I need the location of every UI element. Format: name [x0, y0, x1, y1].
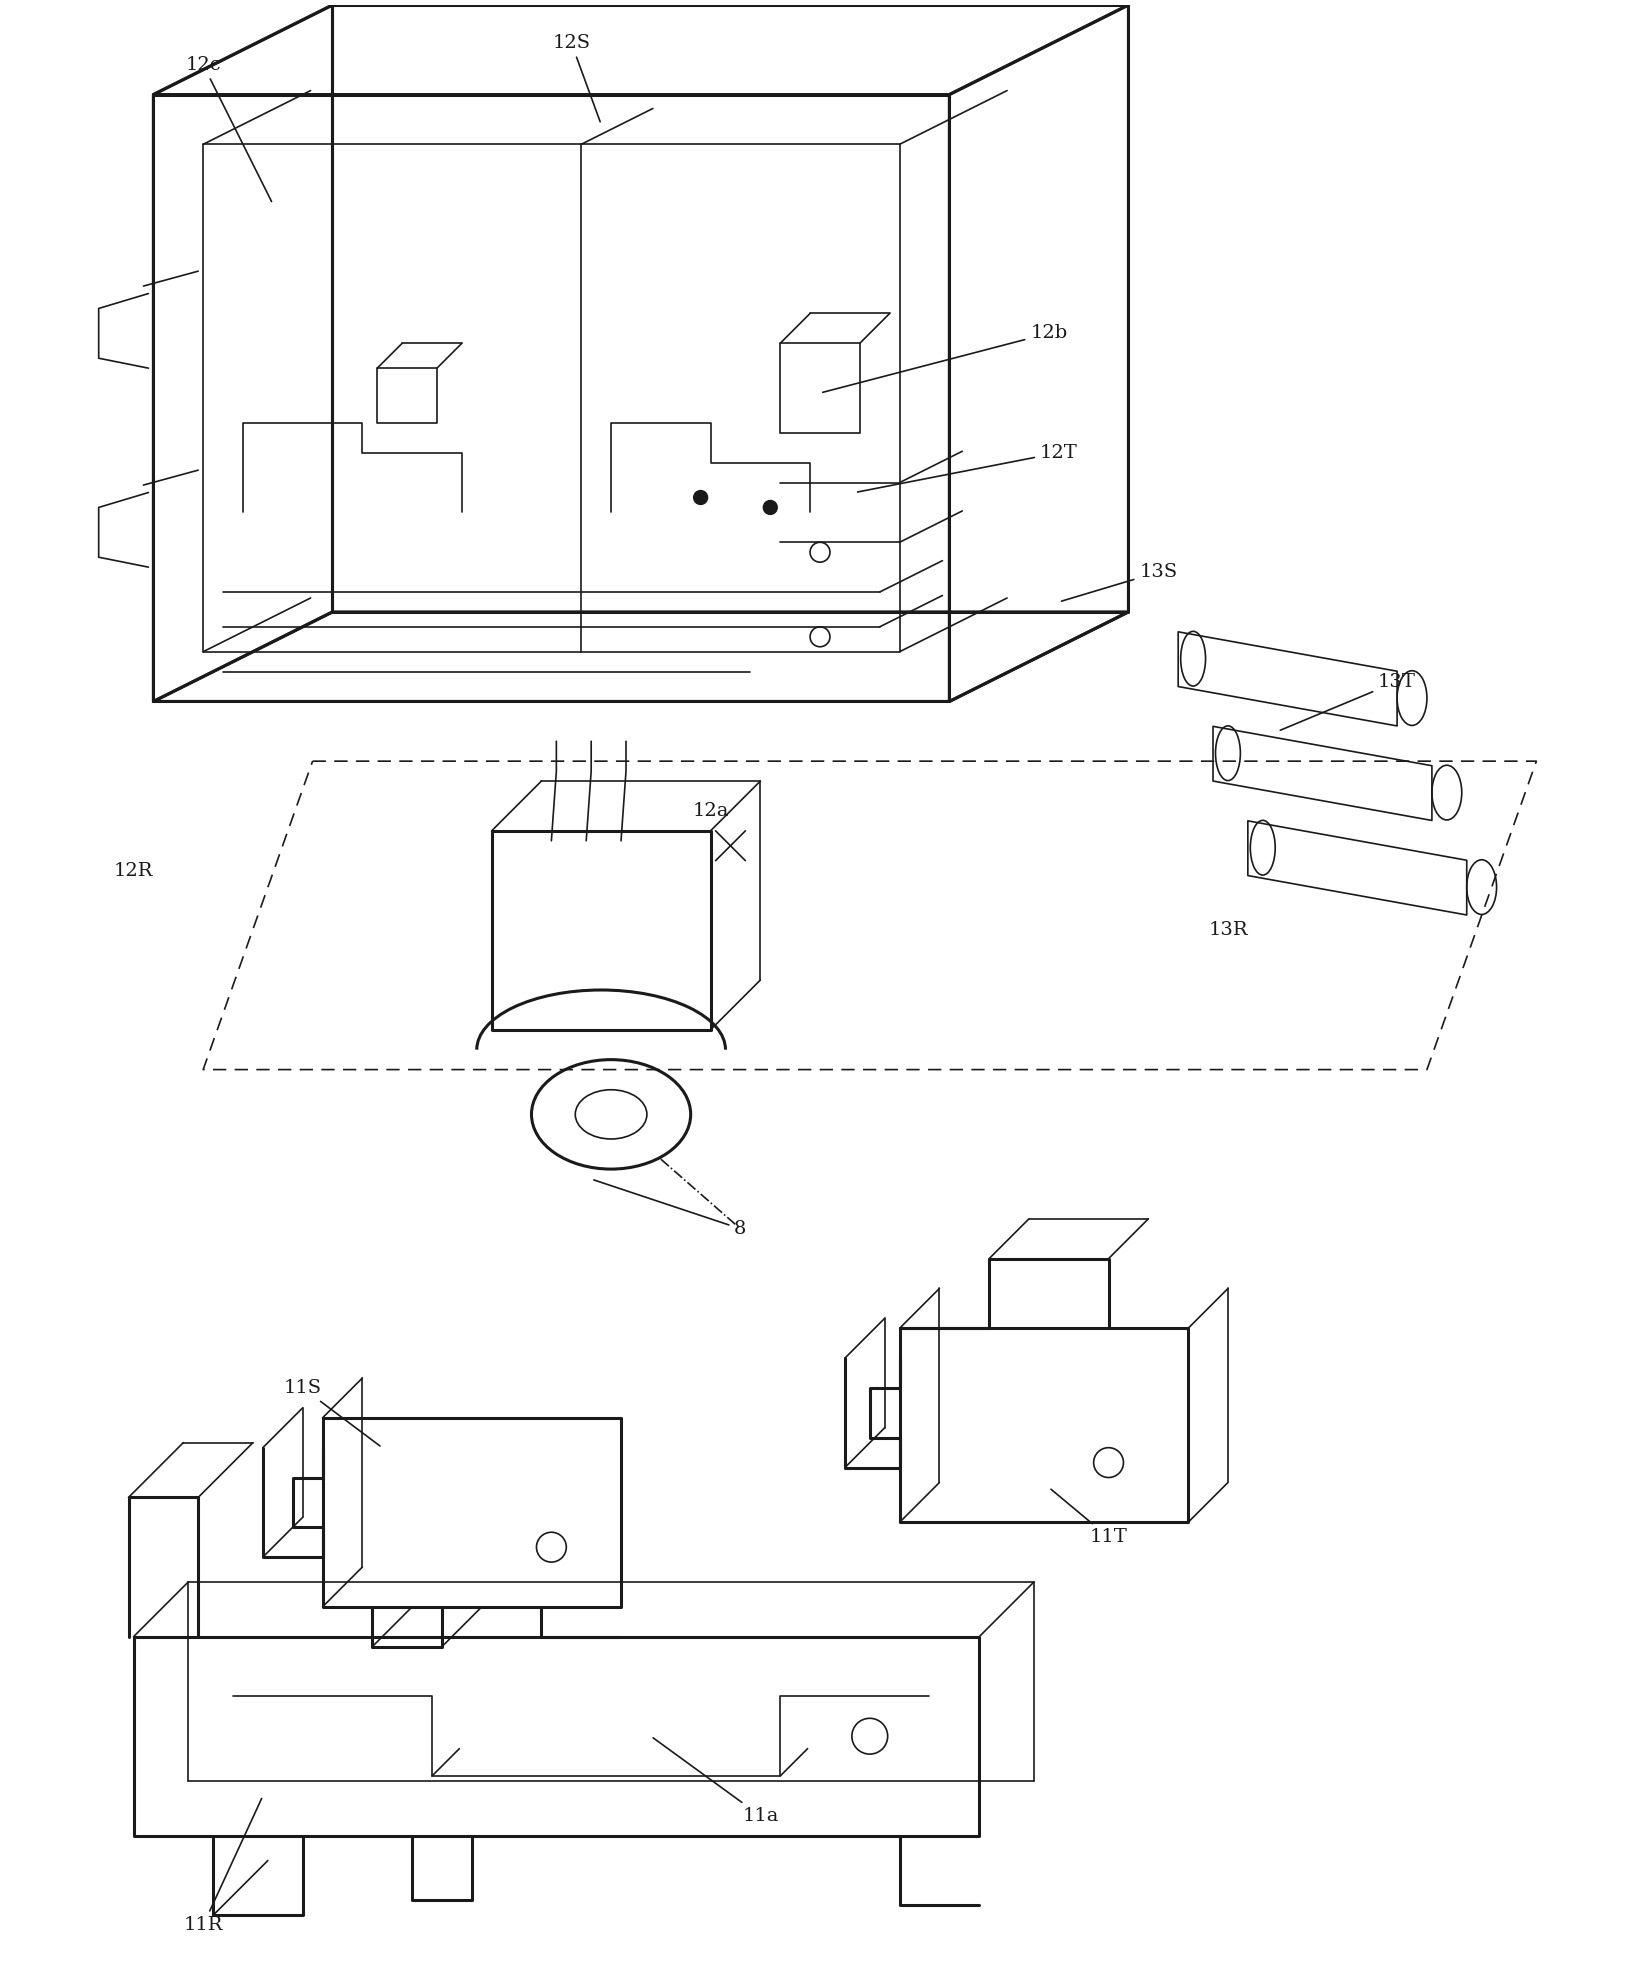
Text: 12S: 12S: [552, 34, 600, 123]
Text: 12T: 12T: [857, 443, 1078, 493]
Text: 12R: 12R: [114, 861, 153, 879]
Text: 11S: 11S: [283, 1379, 381, 1447]
Circle shape: [694, 491, 707, 505]
Text: 13R: 13R: [1208, 922, 1248, 940]
Text: 11R: 11R: [183, 1799, 262, 1933]
Text: 12b: 12b: [822, 325, 1068, 392]
Text: 11a: 11a: [653, 1738, 778, 1825]
Text: 8: 8: [593, 1179, 747, 1237]
Text: 12c: 12c: [185, 55, 272, 202]
Text: 12a: 12a: [692, 801, 728, 819]
Text: 13T: 13T: [1280, 673, 1416, 730]
Text: 11T: 11T: [1051, 1490, 1127, 1546]
Text: 13S: 13S: [1061, 564, 1177, 602]
Circle shape: [763, 501, 778, 515]
